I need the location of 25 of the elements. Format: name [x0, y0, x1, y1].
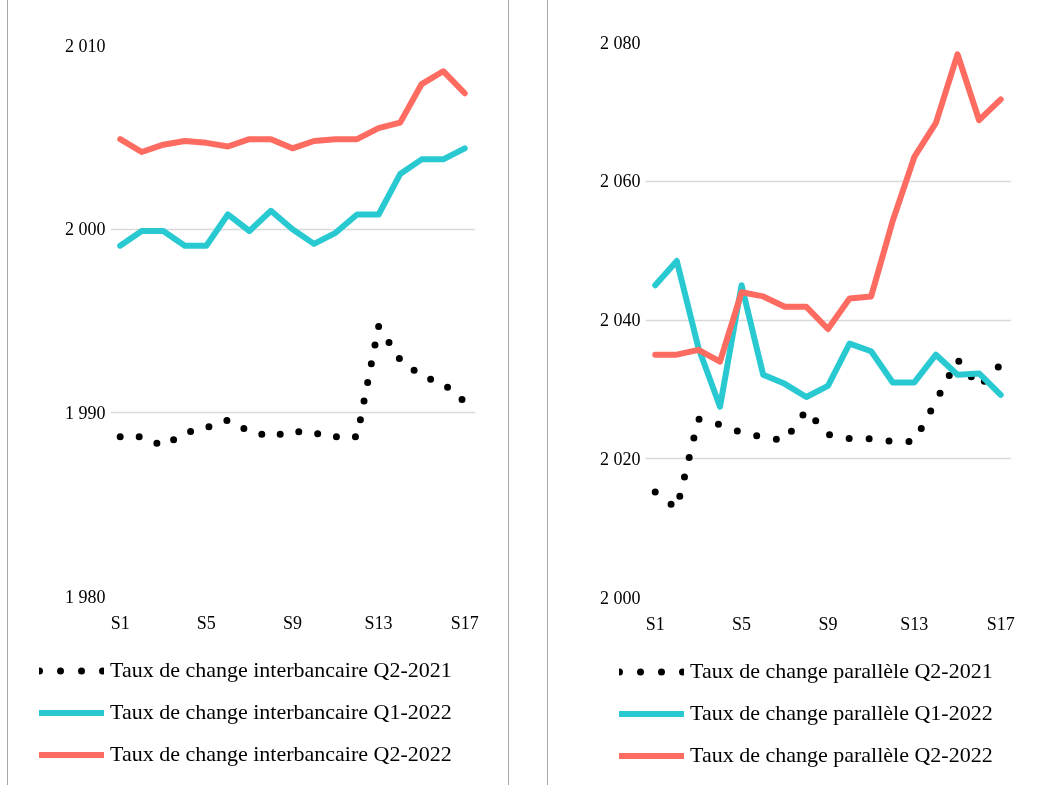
- x-tick-label: S1: [645, 613, 665, 634]
- x-tick-label: S9: [282, 612, 302, 633]
- x-tick-label: S13: [364, 612, 393, 633]
- legend-label: Taux de change interbancaire Q2-2021: [110, 657, 452, 683]
- y-tick-label: 2 020: [600, 448, 641, 469]
- legend-label: Taux de change interbancaire Q1-2022: [110, 699, 452, 725]
- y-tick-label: 2 080: [600, 32, 641, 53]
- x-tick-label: S9: [818, 613, 838, 634]
- y-tick-label: 2 000: [65, 219, 106, 240]
- y-tick-label: 2 010: [65, 35, 106, 56]
- y-tick-label: 1 990: [65, 402, 106, 423]
- y-tick-label: 2 060: [600, 171, 641, 192]
- x-tick-label: S1: [110, 612, 130, 633]
- legend-label: Taux de change parallèle Q1-2022: [690, 700, 993, 726]
- x-tick-label: S17: [986, 613, 1015, 634]
- legend-label: Taux de change parallèle Q2-2021: [690, 658, 993, 684]
- legend-label: Taux de change interbancaire Q2-2022: [110, 741, 452, 767]
- y-tick-label: 2 040: [600, 310, 641, 330]
- x-tick-label: S5: [732, 613, 752, 634]
- legend-label: Taux de change parallèle Q2-2022: [690, 742, 993, 768]
- y-tick-label: 1 980: [65, 586, 106, 607]
- x-tick-label: S17: [450, 612, 479, 633]
- y-tick-label: 2 000: [600, 587, 641, 608]
- x-tick-label: S5: [196, 612, 216, 633]
- x-tick-label: S13: [900, 613, 929, 634]
